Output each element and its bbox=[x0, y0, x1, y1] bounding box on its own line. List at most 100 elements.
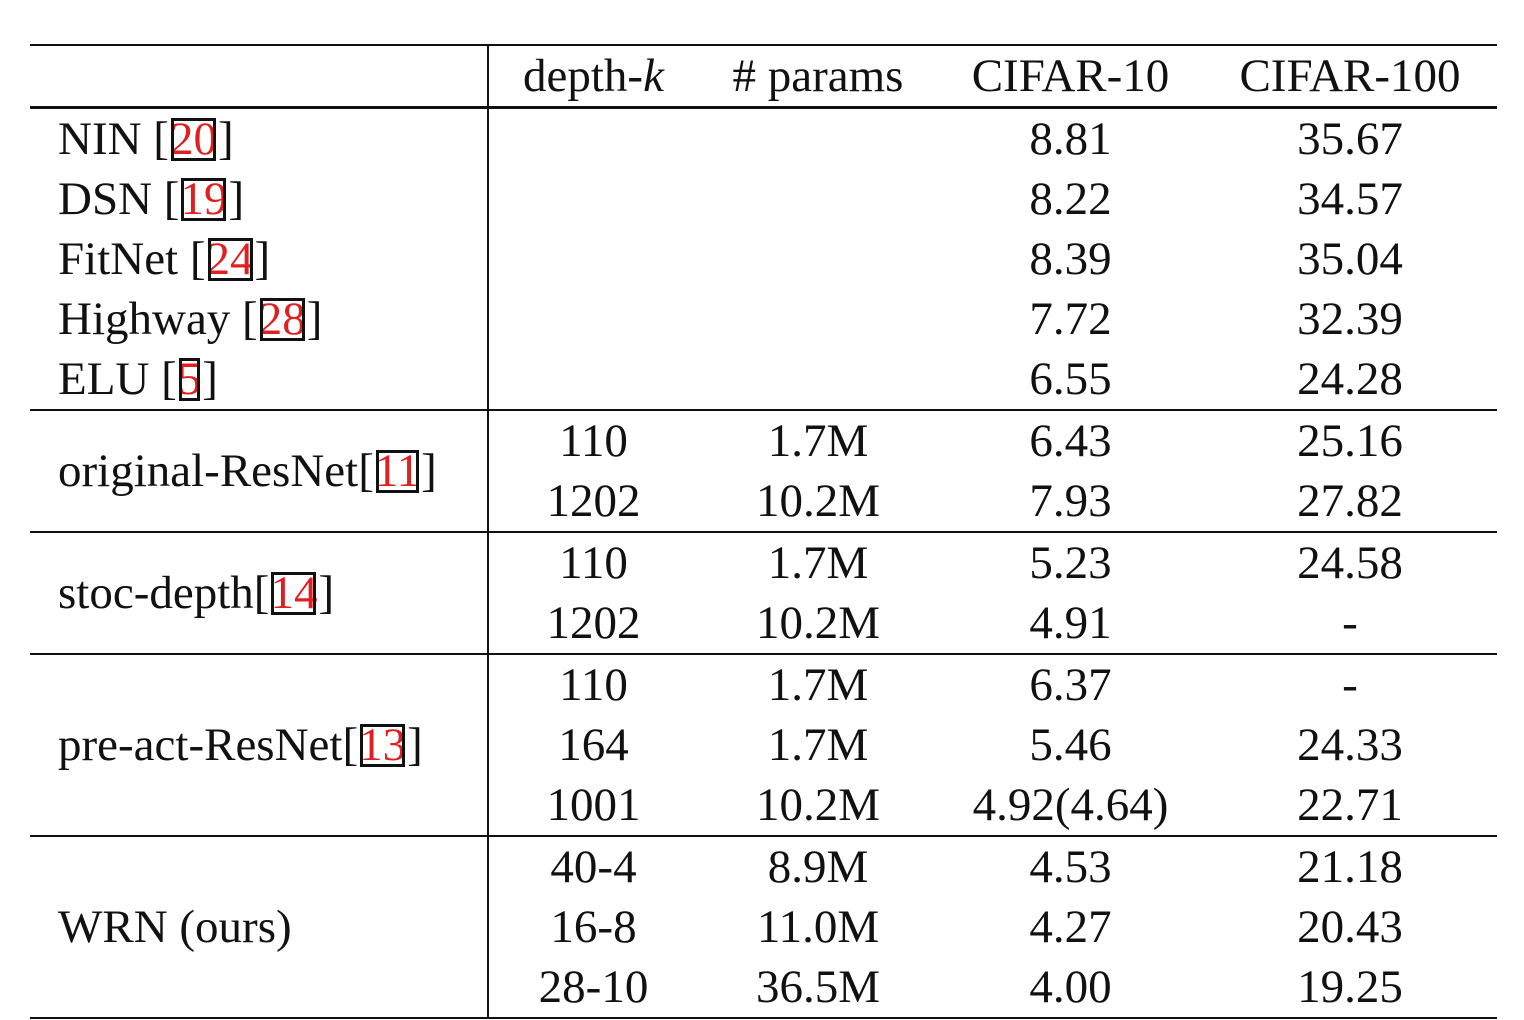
baseline-group: NIN [20] 8.81 35.67 DSN [19] 8.22 34.57 … bbox=[30, 107, 1497, 410]
citation-link[interactable]: 14 bbox=[270, 567, 318, 619]
cifar10-cell: 7.72 bbox=[1029, 293, 1112, 345]
params-cell: 36.5M bbox=[755, 961, 881, 1013]
depth-cell: 28-10 bbox=[538, 961, 649, 1013]
method-name: stoc-depth[14] bbox=[30, 532, 489, 654]
wrn-group: WRN (ours) 40-4 8.9M 4.53 21.18 16-8 11.… bbox=[30, 836, 1497, 1018]
cifar100-cell: - bbox=[1342, 597, 1358, 649]
params-cell: 1.7M bbox=[767, 537, 869, 589]
method-name: NIN [20] bbox=[30, 107, 489, 169]
method-name: DSN [19] bbox=[30, 169, 489, 229]
cifar100-cell: - bbox=[1342, 659, 1358, 711]
cifar100-cell: 32.39 bbox=[1297, 293, 1403, 345]
cifar100-cell: 24.33 bbox=[1297, 719, 1403, 771]
params-cell: 10.2M bbox=[755, 779, 881, 831]
table-row: DSN [19] 8.22 34.57 bbox=[30, 169, 1497, 229]
header-cifar100: CIFAR-100 bbox=[1239, 50, 1461, 102]
depth-cell bbox=[488, 229, 698, 289]
depth-cell bbox=[488, 169, 698, 229]
header-depth-k-var: k bbox=[643, 50, 664, 102]
method-name: pre-act-ResNet[13] bbox=[30, 654, 489, 836]
depth-cell: 40-4 bbox=[550, 841, 637, 893]
table-row: NIN [20] 8.81 35.67 bbox=[30, 107, 1497, 170]
citation-link[interactable]: 28 bbox=[258, 293, 306, 345]
citation-link[interactable]: 11 bbox=[374, 445, 421, 497]
cifar100-cell: 34.57 bbox=[1297, 173, 1403, 225]
params-cell: 11.0M bbox=[756, 901, 880, 953]
params-cell bbox=[698, 349, 938, 410]
table-row: FitNet [24] 8.39 35.04 bbox=[30, 229, 1497, 289]
table-row: stoc-depth[14] 110 1.7M 5.23 24.58 bbox=[30, 532, 1497, 654]
citation-link[interactable]: 19 bbox=[180, 173, 228, 225]
params-cell: 1.7M bbox=[767, 415, 869, 467]
cifar10-cell: 4.27 bbox=[1029, 901, 1112, 953]
table-row: 16-8 11.0M 4.27 20.43 bbox=[30, 897, 1497, 957]
cifar100-cell: 35.04 bbox=[1297, 233, 1403, 285]
cifar100-cell: 21.18 bbox=[1297, 841, 1403, 893]
pre-act-resnet-group: pre-act-ResNet[13] 110 1.7M 6.37 - 164 1… bbox=[30, 654, 1497, 836]
method-name: original-ResNet[11] bbox=[30, 410, 489, 532]
cifar100-cell: 35.67 bbox=[1297, 113, 1403, 165]
params-cell: 1.7M bbox=[767, 719, 869, 771]
method-name: WRN (ours) bbox=[30, 836, 489, 1018]
original-resnet-group: original-ResNet[11] 110 1.7M 6.43 25.16 … bbox=[30, 410, 1497, 532]
table-row: 1202 10.2M 4.91 - bbox=[30, 593, 1497, 654]
params-cell bbox=[698, 289, 938, 349]
cifar100-best-cell: 19.25 bbox=[1297, 961, 1403, 1013]
cifar100-cell: 25.16 bbox=[1297, 415, 1403, 467]
depth-cell bbox=[488, 108, 698, 170]
params-cell: 10.2M bbox=[755, 597, 881, 649]
table-header: depth-k # params CIFAR-10 CIFAR-100 bbox=[30, 45, 1497, 108]
depth-cell: 1202 bbox=[546, 597, 641, 649]
header-depth-prefix: depth- bbox=[523, 50, 644, 102]
cifar100-cell: 27.82 bbox=[1297, 475, 1403, 527]
table-row: original-ResNet[11] 110 1.7M 6.43 25.16 bbox=[30, 410, 1497, 532]
cifar10-cell: 4.92(4.64) bbox=[972, 779, 1169, 831]
params-cell bbox=[698, 108, 938, 170]
table-row: 164 1.7M 5.46 24.33 bbox=[30, 715, 1497, 775]
params-cell: 10.2M bbox=[755, 475, 881, 527]
table-row: pre-act-ResNet[13] 110 1.7M 6.37 - bbox=[30, 654, 1497, 836]
header-row: depth-k # params CIFAR-10 CIFAR-100 bbox=[30, 45, 1497, 108]
cifar10-cell: 5.46 bbox=[1029, 719, 1112, 771]
citation-link[interactable]: 5 bbox=[177, 353, 202, 405]
cifar10-cell: 7.93 bbox=[1029, 475, 1112, 527]
header-params: # params bbox=[732, 50, 904, 102]
cifar10-cell: 4.91 bbox=[1029, 597, 1112, 649]
results-table: depth-k # params CIFAR-10 CIFAR-100 NIN … bbox=[30, 44, 1497, 1019]
cifar100-cell: 20.43 bbox=[1297, 901, 1403, 953]
cifar10-cell: 5.23 bbox=[1029, 537, 1112, 589]
method-name: FitNet [24] bbox=[30, 229, 489, 289]
params-cell bbox=[698, 169, 938, 229]
citation-link[interactable]: 24 bbox=[206, 233, 254, 285]
cifar100-cell: 22.71 bbox=[1297, 779, 1403, 831]
method-name: Highway [28] bbox=[30, 289, 489, 349]
depth-cell bbox=[488, 289, 698, 349]
cifar10-cell: 4.53 bbox=[1029, 841, 1112, 893]
cifar10-cell: 6.55 bbox=[1029, 353, 1112, 405]
cifar10-cell: 8.39 bbox=[1029, 233, 1112, 285]
cifar10-best-cell: 4.00 bbox=[1029, 961, 1112, 1013]
depth-cell: 110 bbox=[559, 415, 628, 467]
header-method bbox=[30, 45, 489, 108]
citation-link[interactable]: 13 bbox=[359, 719, 407, 771]
params-cell: 8.9M bbox=[767, 841, 869, 893]
cifar100-cell: 24.58 bbox=[1297, 537, 1403, 589]
table-row: 28-10 36.5M 4.00 19.25 bbox=[30, 957, 1497, 1018]
depth-cell: 1202 bbox=[546, 475, 641, 527]
table-row: Highway [28] 7.72 32.39 bbox=[30, 289, 1497, 349]
cifar10-cell: 8.22 bbox=[1029, 173, 1112, 225]
depth-cell: 16-8 bbox=[550, 901, 637, 953]
header-cifar10: CIFAR-10 bbox=[971, 50, 1170, 102]
depth-cell: 110 bbox=[559, 659, 628, 711]
cifar10-cell: 8.81 bbox=[1029, 113, 1112, 165]
table-row: WRN (ours) 40-4 8.9M 4.53 21.18 bbox=[30, 836, 1497, 1018]
method-name: ELU [5] bbox=[30, 349, 489, 410]
depth-cell: 1001 bbox=[546, 779, 641, 831]
params-cell: 1.7M bbox=[767, 659, 869, 711]
depth-cell: 110 bbox=[559, 537, 628, 589]
depth-cell: 164 bbox=[558, 719, 629, 771]
cifar10-cell: 6.37 bbox=[1029, 659, 1112, 711]
table-row: 1202 10.2M 7.93 27.82 bbox=[30, 471, 1497, 532]
citation-link[interactable]: 20 bbox=[169, 113, 217, 165]
params-cell bbox=[698, 229, 938, 289]
